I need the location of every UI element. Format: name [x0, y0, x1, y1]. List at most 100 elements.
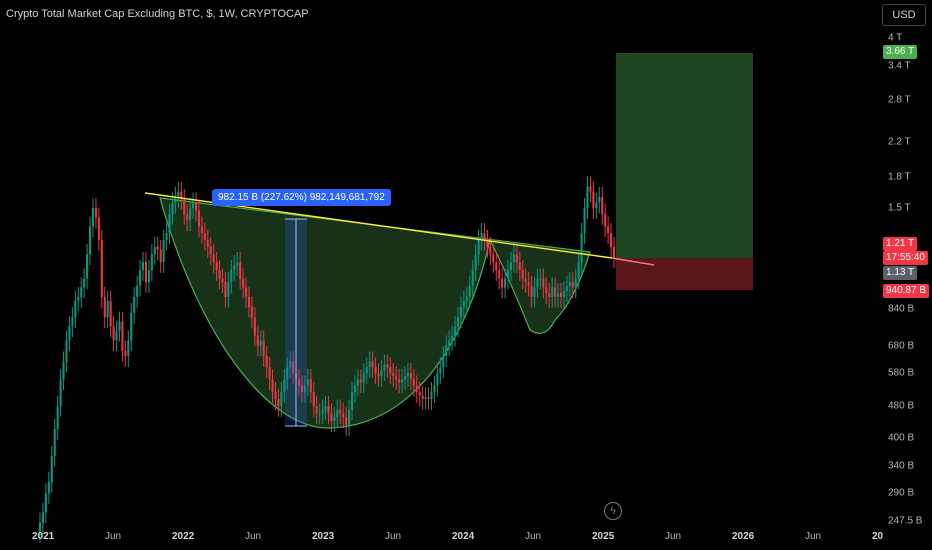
candle: [80, 287, 83, 297]
y-tick-label: 4 T: [888, 32, 903, 44]
candle: [604, 214, 607, 227]
candle: [577, 262, 580, 279]
candle: [253, 317, 256, 336]
candle: [165, 233, 168, 240]
candle: [112, 326, 115, 341]
candle: [286, 367, 289, 380]
candle: [203, 233, 206, 240]
candle: [68, 326, 71, 341]
candle: [212, 254, 215, 263]
price-tag: 940.87 B: [883, 284, 930, 298]
candle: [44, 493, 47, 513]
candle: [218, 270, 221, 279]
lightning-icon[interactable]: ϟ: [604, 502, 622, 520]
candle: [197, 210, 200, 227]
candle: [159, 249, 162, 263]
candle: [227, 282, 230, 297]
candle: [424, 397, 427, 399]
candle: [386, 364, 389, 368]
candle: [445, 345, 448, 357]
candle: [562, 291, 565, 297]
candle: [362, 373, 365, 383]
candle: [451, 335, 454, 341]
candle: [524, 278, 527, 283]
x-tick-label: Jun: [385, 531, 402, 542]
candle: [483, 233, 486, 240]
candle: [465, 296, 468, 301]
candle: [348, 409, 351, 426]
candle: [136, 285, 139, 297]
candle: [433, 385, 436, 393]
candle: [262, 340, 265, 357]
candle: [186, 214, 189, 221]
candle: [47, 481, 50, 494]
y-tick-label: 580 B: [888, 367, 915, 379]
candle: [189, 208, 192, 221]
candle: [515, 254, 518, 263]
candle: [492, 254, 495, 263]
candle: [141, 262, 145, 271]
candle: [127, 340, 130, 357]
candle: [124, 350, 127, 357]
candle: [403, 376, 407, 380]
candle: [250, 306, 253, 318]
candle: [530, 285, 533, 297]
candle: [245, 287, 248, 297]
candle: [395, 376, 398, 380]
currency-button[interactable]: USD: [882, 4, 926, 26]
x-tick-label: Jun: [245, 531, 262, 542]
candle: [277, 398, 280, 407]
candle: [471, 270, 474, 286]
candle: [77, 296, 80, 301]
candle: [401, 379, 404, 383]
candle: [495, 262, 498, 271]
candle: [518, 262, 521, 271]
candle: [53, 429, 56, 456]
candle: [239, 262, 242, 279]
candle: [106, 300, 109, 318]
candle: [580, 233, 583, 263]
candle: [486, 239, 489, 247]
price-tag: 1.21 T: [883, 237, 918, 251]
candle: [612, 246, 616, 258]
y-tick-label: 2.8 T: [888, 94, 911, 106]
y-tick-label: 680 B: [888, 340, 915, 352]
x-tick-label: 2024: [452, 531, 475, 542]
candle: [559, 293, 563, 297]
neckline-extension: [611, 257, 655, 266]
candle: [50, 455, 53, 482]
candle: [242, 278, 245, 288]
candle: [171, 202, 174, 215]
candle: [480, 233, 483, 240]
candle: [71, 317, 74, 327]
candle: [380, 370, 383, 377]
x-tick-label: Jun: [105, 531, 122, 542]
candle: [415, 385, 418, 393]
candle: [283, 379, 286, 393]
candle: [180, 191, 183, 200]
candle: [194, 202, 198, 211]
candle: [268, 367, 271, 380]
candle: [456, 317, 460, 327]
candle: [610, 233, 613, 247]
candle: [507, 270, 510, 279]
candle: [292, 361, 295, 374]
candle: [339, 409, 342, 414]
candle: [427, 397, 430, 399]
candle: [259, 340, 262, 346]
candle: [583, 208, 586, 234]
x-tick-label: 20: [872, 531, 884, 542]
candle: [89, 226, 92, 255]
candle: [439, 367, 442, 374]
candle: [144, 262, 147, 283]
candle: [539, 278, 542, 280]
candle: [509, 262, 513, 271]
candle: [498, 270, 501, 279]
y-tick-label: 3.4 T: [888, 60, 911, 72]
candle: [474, 254, 477, 271]
x-tick-label: 2022: [172, 531, 195, 542]
candle: [230, 270, 233, 283]
candle: [309, 379, 312, 393]
